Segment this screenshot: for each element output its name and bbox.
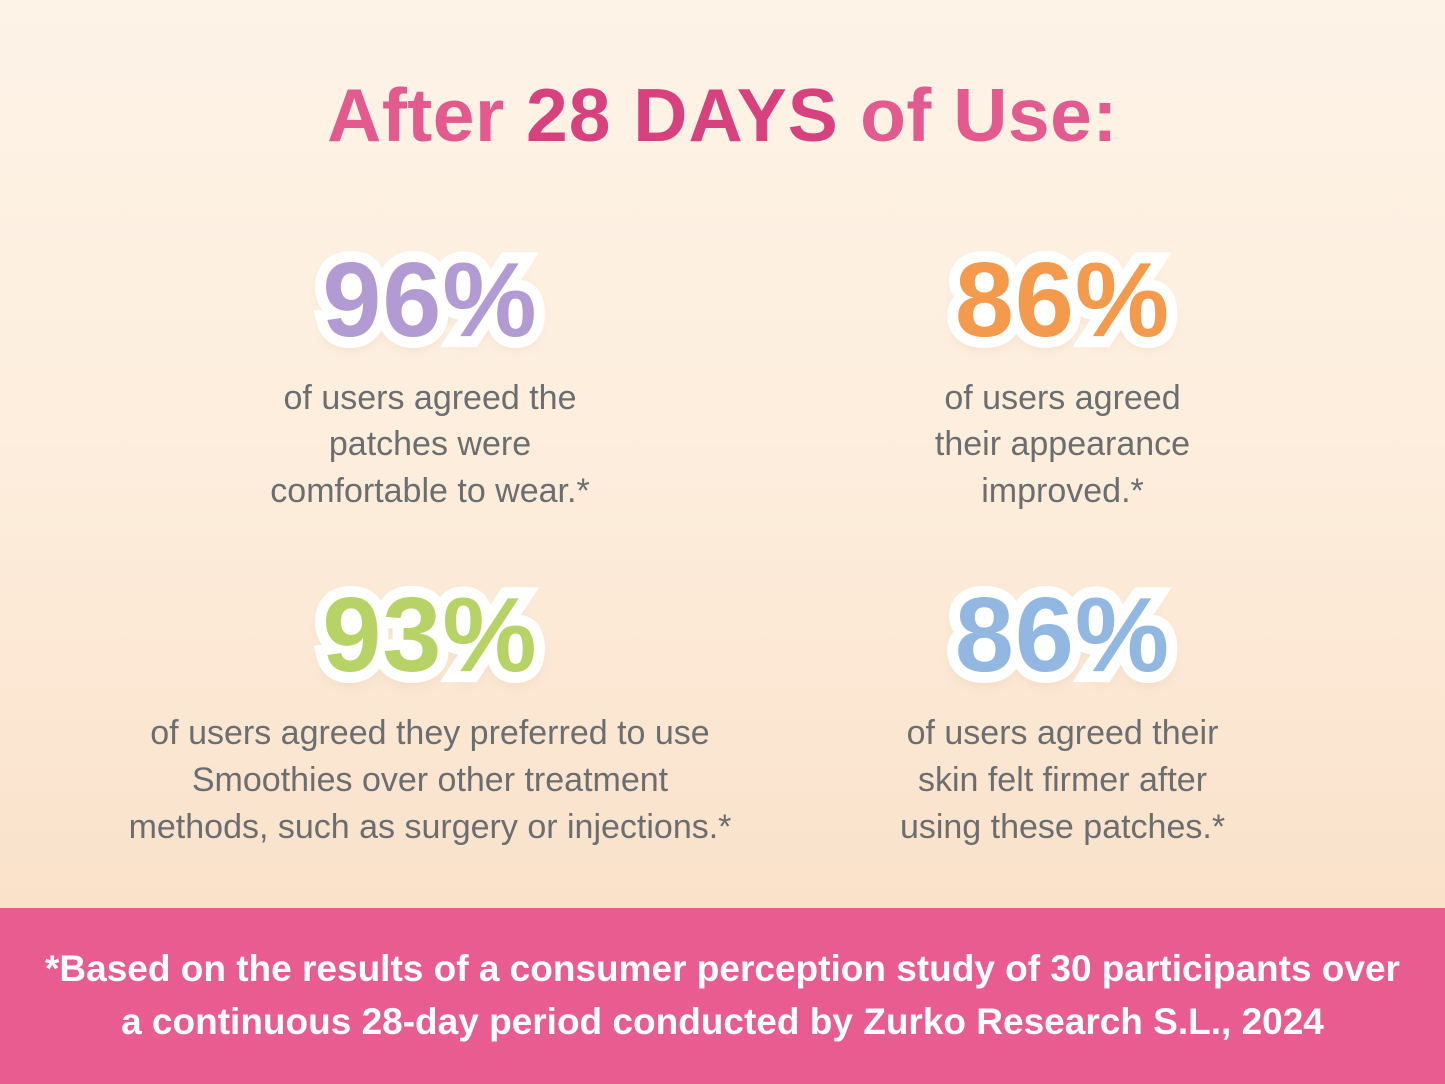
page-title: After 28 DAYS of Use: — [0, 0, 1445, 155]
stat-description-preference: of users agreed they preferred to use Sm… — [128, 714, 732, 846]
stat-value-appearance: 86% 86% — [944, 236, 1180, 364]
stat-value-preference: 93% 93% — [311, 571, 547, 699]
stat-card-appearance: 86% 86% of users agreed their appearance… — [860, 236, 1445, 515]
stat-value-firmness: 86% 86% — [944, 571, 1180, 699]
title-prefix: After — [327, 73, 527, 157]
title-suffix: of Use: — [838, 73, 1118, 157]
stat-description-comfort: of users agreed the patches were comfort… — [270, 378, 590, 510]
stat-value-text: 96% — [322, 240, 538, 359]
stat-value-text: 86% — [954, 240, 1171, 359]
stat-value-text: 86% — [954, 576, 1171, 695]
stat-value-outline: 86% — [944, 571, 1180, 699]
footnote-banner: *Based on the results of a consumer perc… — [0, 908, 1445, 1084]
stat-card-preference: 93% 93% of users agreed they preferred t… — [0, 571, 860, 850]
title-highlight: 28 DAYS — [526, 73, 839, 157]
stat-value-text: 93% — [322, 576, 538, 695]
stat-card-firmness: 86% 86% of users agreed their skin felt … — [860, 571, 1445, 850]
stat-value-outline: 86% — [944, 236, 1180, 364]
stat-card-comfort: 96% 96% of users agreed the patches were… — [0, 236, 860, 515]
stat-value-comfort: 96% 96% — [311, 236, 547, 364]
footnote-text: *Based on the results of a consumer perc… — [45, 948, 1400, 1042]
stats-grid: 96% 96% of users agreed the patches were… — [0, 236, 1445, 850]
stat-value-outline: 96% — [311, 236, 547, 364]
stat-value-outline: 93% — [311, 571, 547, 699]
stat-description-appearance: of users agreed their appearance improve… — [934, 378, 1191, 510]
stat-description-firmness: of users agreed their skin felt firmer a… — [899, 714, 1226, 846]
